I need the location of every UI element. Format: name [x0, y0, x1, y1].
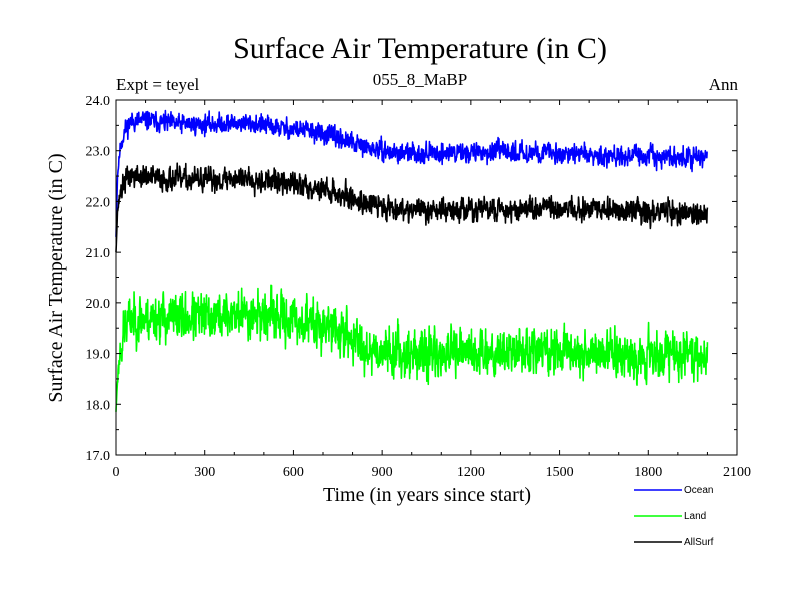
x-tick-label: 0	[113, 465, 120, 480]
series-layer	[115, 109, 709, 412]
y-tick-label: 17.0	[86, 449, 111, 464]
y-tick-label: 21.0	[86, 246, 111, 261]
y-tick-label: 20.0	[86, 297, 111, 312]
x-tick-label: 2100	[723, 465, 751, 480]
experiment-label: Expt = teyel	[116, 75, 200, 94]
legend: Ocean Land AllSurf	[634, 485, 714, 548]
x-axis-label: Time (in years since start)	[323, 484, 531, 506]
series-line-land	[115, 284, 709, 412]
tick-layer: 0 300 600 900 1200 1500 1800 2100 17.0 18.0 19.0 20…	[86, 94, 752, 480]
y-tick-label: 23.0	[86, 145, 111, 160]
x-tick-label: 1500	[546, 465, 574, 480]
x-tick-label: 300	[194, 465, 215, 480]
legend-label: Ocean	[684, 485, 713, 496]
run-label: 055_8_MaBP	[373, 70, 467, 89]
legend-label: Land	[684, 511, 706, 522]
series-line-ocean	[115, 109, 708, 237]
chart-title: Surface Air Temperature (in C)	[233, 32, 607, 65]
y-axis-label: Surface Air Temperature (in C)	[45, 153, 67, 402]
y-tick-label: 19.0	[86, 348, 111, 363]
x-tick-label: 600	[283, 465, 304, 480]
x-tick-label: 1200	[457, 465, 485, 480]
x-tick-label: 900	[372, 465, 393, 480]
period-label: Ann	[709, 75, 739, 94]
legend-label: AllSurf	[684, 537, 714, 548]
y-tick-label: 24.0	[86, 94, 111, 109]
x-tick-label: 1800	[634, 465, 662, 480]
y-tick-label: 22.0	[86, 195, 111, 210]
series-line-allsurf	[115, 162, 709, 253]
y-tick-label: 18.0	[86, 398, 111, 413]
